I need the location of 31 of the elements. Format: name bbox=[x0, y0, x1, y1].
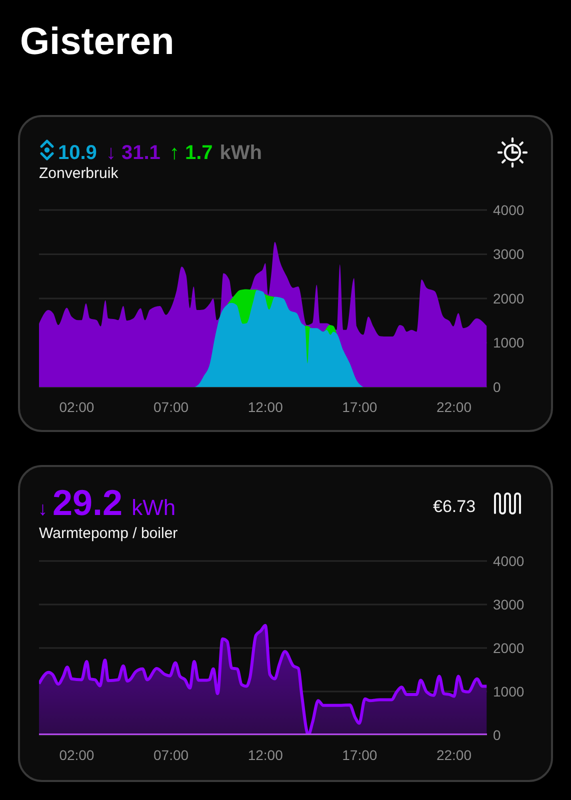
y-tick-label: 4000 bbox=[493, 552, 524, 569]
x-tick-label: 02:00 bbox=[59, 398, 94, 415]
y-tick-label: 0 bbox=[493, 726, 501, 743]
y-tick-label: 3000 bbox=[493, 596, 524, 612]
x-tick-label: 17:00 bbox=[342, 398, 378, 415]
text: kWh bbox=[132, 494, 176, 520]
x-tick-label: 22:00 bbox=[436, 746, 472, 763]
text: 29.2 bbox=[52, 482, 123, 523]
text: 10.9 bbox=[58, 142, 97, 164]
text: ↓ bbox=[38, 498, 48, 520]
x-tick-label: 02:00 bbox=[59, 746, 94, 763]
y-tick-label: 3000 bbox=[493, 246, 524, 262]
x-tick-label: 07:00 bbox=[154, 746, 189, 763]
text: €6.73 bbox=[433, 496, 476, 516]
chart-title: Warmtepomp / boiler bbox=[39, 525, 178, 542]
text: Gisteren bbox=[20, 20, 174, 63]
chart-title: Zonverbruik bbox=[39, 165, 118, 182]
y-tick-label: 1000 bbox=[493, 334, 524, 351]
x-tick-label: 12:00 bbox=[248, 398, 284, 415]
y-tick-label: 2000 bbox=[493, 640, 524, 656]
x-tick-label: 07:00 bbox=[154, 398, 189, 415]
x-tick-label: 17:00 bbox=[342, 746, 378, 763]
y-tick-label: 1000 bbox=[493, 683, 524, 700]
text: ↓ 31.1 bbox=[106, 142, 160, 164]
text: kWh bbox=[220, 142, 262, 164]
x-tick-label: 12:00 bbox=[248, 746, 284, 763]
text: ↑ 1.7 bbox=[169, 142, 213, 164]
y-tick-label: 4000 bbox=[493, 202, 524, 218]
y-tick-label: 0 bbox=[493, 378, 501, 395]
y-tick-label: 2000 bbox=[493, 290, 524, 306]
x-tick-label: 22:00 bbox=[436, 398, 472, 415]
